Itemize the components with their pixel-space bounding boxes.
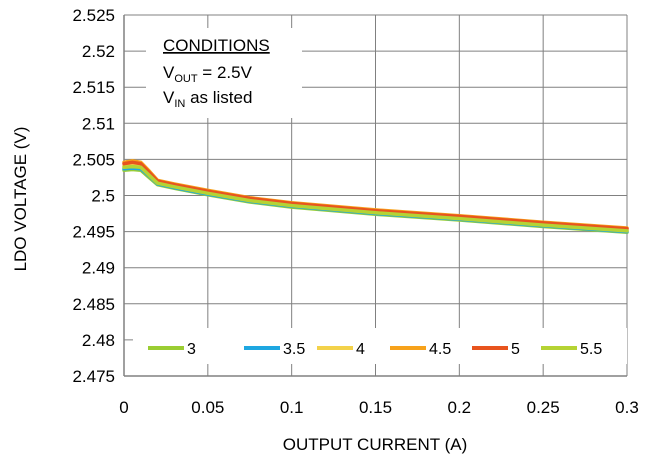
y-tick-label: 2.525	[72, 6, 115, 25]
y-tick-label: 2.52	[82, 42, 115, 61]
x-tick-labels: 0 0.05 0.1 0.15 0.2 0.25 0.3	[119, 398, 639, 417]
y-tick-label: 2.51	[82, 114, 115, 133]
y-tick-label: 2.5	[91, 187, 115, 206]
series-line-5	[122, 160, 629, 231]
y-axis-label: LDO VOLTAGE (V)	[11, 127, 30, 272]
legend: 3 3.5 4 4.5 5 5.5	[133, 328, 627, 364]
x-tick-label: 0.15	[359, 398, 392, 417]
y-tick-labels: 2.475 2.48 2.485 2.49 2.495 2.5 2.505 2.51 2.515…	[72, 6, 115, 386]
x-tick-label: 0	[119, 398, 128, 417]
legend-label: 4.5	[429, 341, 451, 358]
x-axis-label: OUTPUT CURRENT (A)	[283, 435, 468, 454]
legend-label: 5	[511, 341, 520, 358]
y-tick-label: 2.49	[82, 259, 115, 278]
y-tick-label: 2.48	[82, 331, 115, 350]
series-line-5-5	[122, 164, 629, 233]
conditions-annotation: CONDITIONS VOUT = 2.5V VIN as listed	[146, 28, 302, 118]
legend-label: 3	[187, 341, 196, 358]
x-tick-label: 0.3	[615, 398, 639, 417]
x-tick-label: 0.05	[191, 398, 224, 417]
legend-label: 5.5	[580, 341, 602, 358]
y-tick-label: 2.485	[72, 295, 115, 314]
annotation-background	[146, 28, 302, 118]
vout-condition: VOUT = 2.5V	[163, 63, 253, 85]
series-lines	[122, 159, 629, 235]
y-tick-label: 2.475	[72, 367, 115, 386]
x-tick-label: 0.1	[280, 398, 304, 417]
y-tick-label: 2.505	[72, 150, 115, 169]
x-tick-label: 0.2	[448, 398, 472, 417]
y-tick-label: 2.515	[72, 78, 115, 97]
legend-label: 3.5	[283, 341, 305, 358]
conditions-heading: CONDITIONS	[163, 36, 270, 55]
x-tick-label: 0.25	[527, 398, 560, 417]
legend-label: 4	[356, 341, 365, 358]
vin-condition: VIN as listed	[163, 88, 252, 110]
y-tick-label: 2.495	[72, 223, 115, 242]
